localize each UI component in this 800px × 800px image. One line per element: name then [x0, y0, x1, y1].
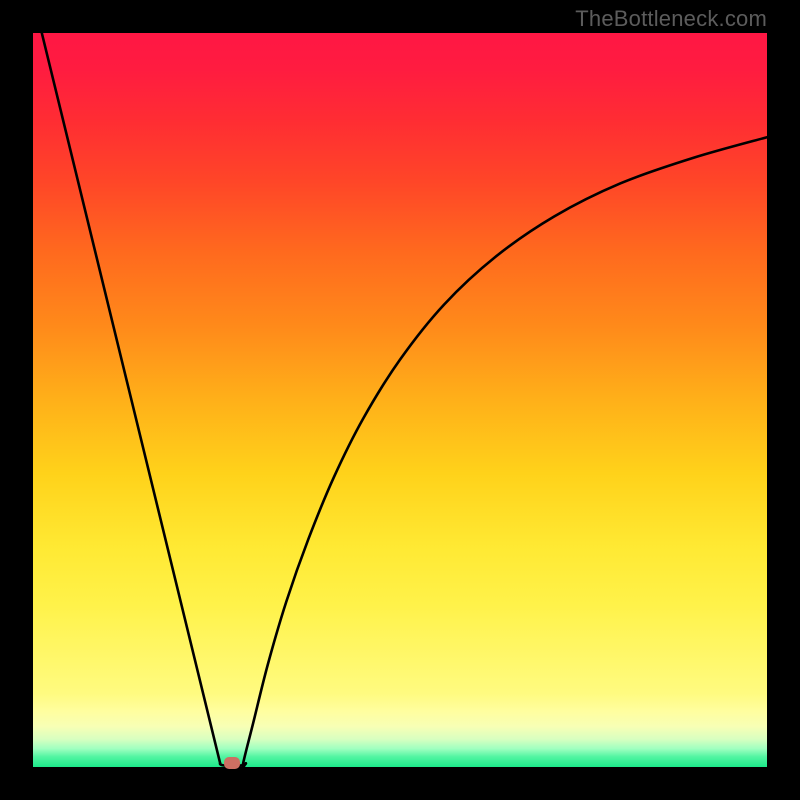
curve-path — [243, 137, 767, 767]
chart-container: TheBottleneck.com — [0, 0, 800, 800]
watermark-label: TheBottleneck.com — [575, 6, 767, 32]
curve-path — [42, 33, 220, 763]
curve-layer — [0, 0, 800, 800]
bottleneck-marker — [224, 757, 240, 769]
